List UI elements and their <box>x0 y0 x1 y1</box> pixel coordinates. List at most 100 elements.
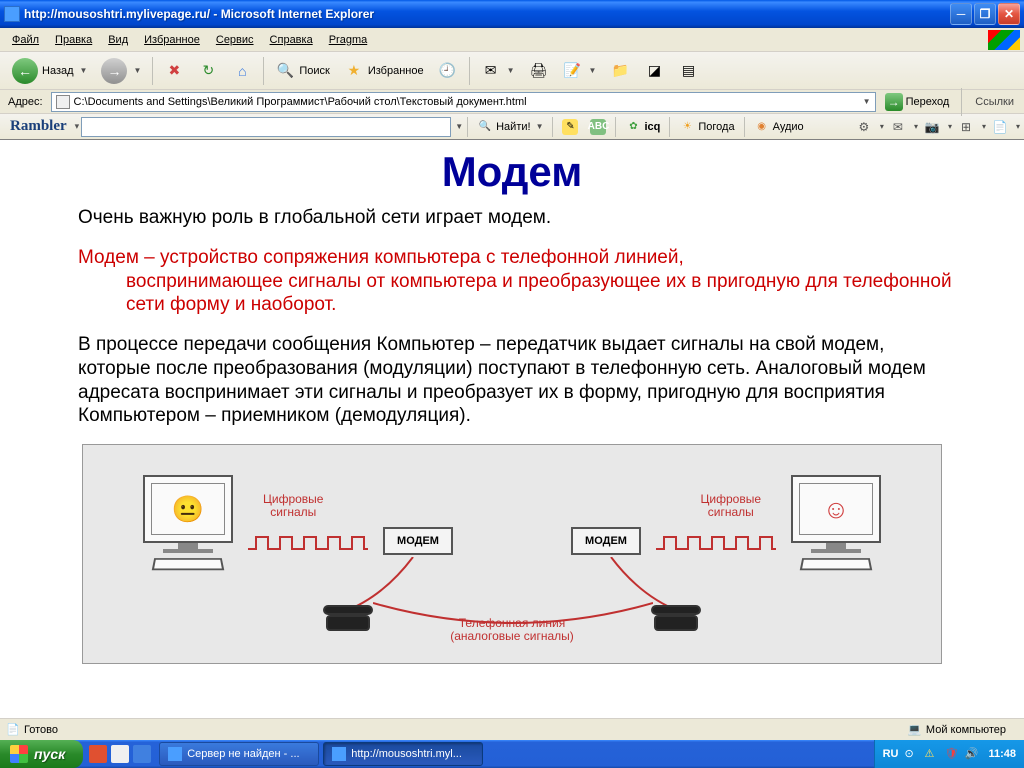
menu-service[interactable]: Сервис <box>208 32 262 48</box>
tail-icon-1[interactable]: ⚙ <box>856 119 872 135</box>
audio-label: Аудио <box>773 121 804 133</box>
start-button[interactable]: пуск <box>0 740 83 768</box>
face-smile-icon: ☺ <box>823 494 850 525</box>
tray-icon-3[interactable]: 🛡 <box>944 747 958 761</box>
taskbar-item-1[interactable]: Сервер не найден - ... <box>159 742 319 766</box>
windows-flag-icon <box>988 30 1020 50</box>
back-label: Назад <box>42 65 74 77</box>
go-icon: → <box>885 93 903 111</box>
digital-signal-label-right: Цифровые сигналы <box>701 493 761 519</box>
menu-view[interactable]: Вид <box>100 32 136 48</box>
task-label-2: http://mousoshtri.myl... <box>351 748 462 760</box>
ql-icon-2[interactable] <box>111 745 129 763</box>
icq-label: icq <box>644 121 660 133</box>
rambler-search-input[interactable] <box>81 117 451 137</box>
rambler-dropdown[interactable]: ▾ <box>75 121 80 132</box>
computer-icon: 💻 <box>908 723 922 737</box>
window-title: http://mousoshtri.mylivepage.ru/ - Micro… <box>24 7 950 21</box>
separator <box>152 57 153 85</box>
find-label: Найти! <box>496 121 530 133</box>
separator <box>469 57 470 85</box>
paragraph-1: Очень важную роль в глобальной сети игра… <box>0 206 1024 230</box>
task-label-1: Сервер не найден - ... <box>187 748 299 760</box>
status-bar: 📄 Готово 💻 Мой компьютер <box>0 718 1024 740</box>
separator <box>669 117 670 137</box>
rambler-spell-button[interactable]: ABC <box>585 117 611 137</box>
rambler-icq-button[interactable]: ✿icq <box>620 117 665 137</box>
definition: Модем – устройство сопряжения компьютера… <box>0 246 1024 317</box>
links-button[interactable]: Ссылки <box>969 96 1020 108</box>
separator <box>263 57 264 85</box>
address-label: Адрес: <box>4 96 47 108</box>
status-ready: Готово <box>24 724 58 736</box>
tray-volume-icon[interactable]: 🔊 <box>964 747 978 761</box>
menu-edit[interactable]: Правка <box>47 32 100 48</box>
ie-icon <box>4 6 20 22</box>
taskbar-item-2[interactable]: http://mousoshtri.myl... <box>323 742 483 766</box>
phone-left <box>323 605 373 635</box>
refresh-button[interactable]: ↻ <box>192 58 224 84</box>
edit-icon: 📝 <box>563 61 583 81</box>
folder-button[interactable]: 📁 <box>604 58 636 84</box>
rambler-find-button[interactable]: 🔍Найти!▼ <box>472 117 548 137</box>
go-button[interactable]: → Переход <box>880 91 955 113</box>
def-line-1: Модем – устройство сопряжения компьютера… <box>78 247 684 268</box>
menu-pragma[interactable]: Pragma <box>321 32 376 48</box>
menu-file[interactable]: Файл <box>4 32 47 48</box>
home-button[interactable]: ⌂ <box>226 58 258 84</box>
stop-icon: ✖ <box>164 61 184 81</box>
history-button[interactable]: 🕘 <box>432 58 464 84</box>
history-icon: 🕘 <box>438 61 458 81</box>
menu-bar: Файл Правка Вид Избранное Сервис Справка… <box>0 28 1024 52</box>
rambler-weather-button[interactable]: ☀Погода <box>674 117 739 137</box>
menu-favorites[interactable]: Избранное <box>136 32 208 48</box>
back-icon: ← <box>12 58 38 84</box>
page-title: Модем <box>0 148 1024 196</box>
forward-button[interactable]: → ▼ <box>95 55 147 87</box>
minimize-button[interactable]: ─ <box>950 3 972 25</box>
address-bar: Адрес: C:\Documents and Settings\Великий… <box>0 90 1024 114</box>
page-icon <box>56 95 70 109</box>
chevron-down-icon[interactable]: ▼ <box>863 97 871 106</box>
ql-icon-1[interactable] <box>89 745 107 763</box>
rambler-highlight-button[interactable]: ✎ <box>557 117 583 137</box>
tray-icon-1[interactable]: ⊙ <box>904 747 918 761</box>
chevron-down-icon: ▼ <box>80 66 88 75</box>
print-button[interactable]: 🖨 <box>523 58 555 84</box>
security-button[interactable]: ◪ <box>638 58 670 84</box>
page-icon: 📄 <box>6 723 20 737</box>
maximize-button[interactable]: ❐ <box>974 3 996 25</box>
phone-line-label: Телефонная линия (аналоговые сигналы) <box>450 617 574 643</box>
stop-button[interactable]: ✖ <box>158 58 190 84</box>
chevron-down-icon: ▼ <box>133 66 141 75</box>
search-button[interactable]: 🔍Поиск <box>269 58 335 84</box>
paragraph-2: В процессе передачи сообщения Компьютер … <box>0 333 1024 428</box>
favorites-button[interactable]: ★Избранное <box>338 58 430 84</box>
mail-button[interactable]: ✉▼ <box>475 58 521 84</box>
home-icon: ⌂ <box>232 61 252 81</box>
sun-icon: ☀ <box>679 119 695 135</box>
rambler-logo[interactable]: Rambler <box>4 118 73 135</box>
tail-icon-3[interactable]: 📷 <box>924 119 940 135</box>
tail-icon-2[interactable]: ✉ <box>890 119 906 135</box>
language-indicator[interactable]: RU <box>883 748 899 760</box>
print-icon: 🖨 <box>529 61 549 81</box>
close-button[interactable]: ✕ <box>998 3 1020 25</box>
clock[interactable]: 11:48 <box>984 748 1016 760</box>
chevron-down-icon: ▼ <box>507 66 515 75</box>
ql-icon-3[interactable] <box>133 745 151 763</box>
tail-icon-4[interactable]: ⊞ <box>958 119 974 135</box>
digital-wave-left <box>248 535 368 551</box>
go-label: Переход <box>906 96 950 108</box>
rambler-audio-button[interactable]: ◉Аудио <box>749 117 809 137</box>
menu-help[interactable]: Справка <box>262 32 321 48</box>
chevron-down-icon[interactable]: ▼ <box>455 122 463 131</box>
back-button[interactable]: ← Назад ▼ <box>6 55 93 87</box>
tray-icon-2[interactable]: ⚠ <box>924 747 938 761</box>
window-titlebar: http://mousoshtri.mylivepage.ru/ - Micro… <box>0 0 1024 28</box>
edit-button[interactable]: 📝▼ <box>557 58 603 84</box>
tail-icon-5[interactable]: 📄 <box>992 119 1008 135</box>
address-input[interactable]: C:\Documents and Settings\Великий Програ… <box>51 92 876 112</box>
tool-button[interactable]: ▤ <box>672 58 704 84</box>
tool-icon: ▤ <box>678 61 698 81</box>
